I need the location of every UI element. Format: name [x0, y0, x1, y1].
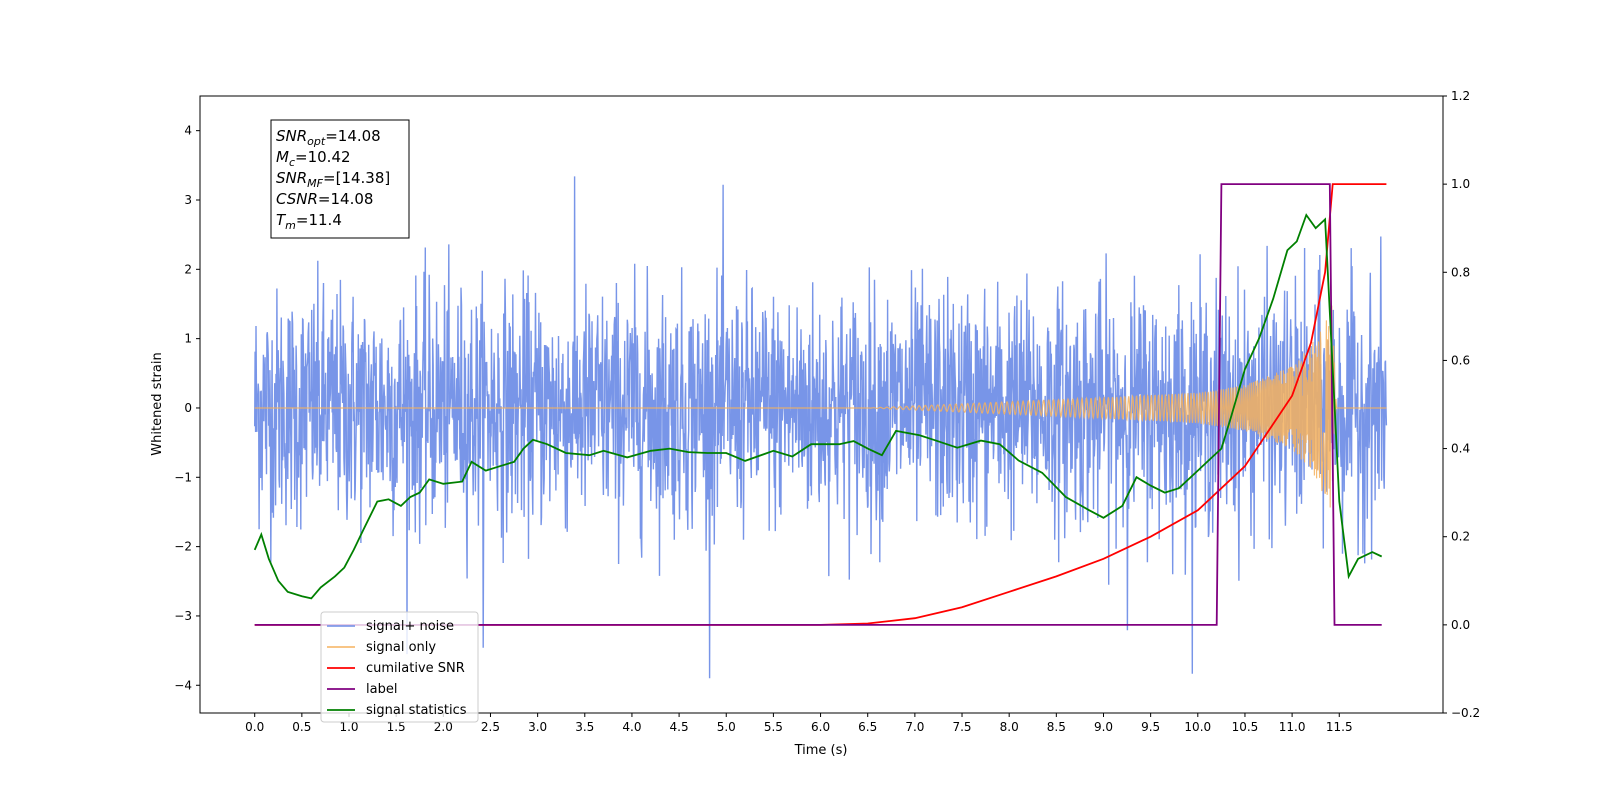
legend-entry-label: signal only: [366, 640, 436, 655]
x-tick-label: 1.0: [339, 720, 358, 734]
x-tick-label: 3.0: [528, 720, 547, 734]
legend-entry-label: cumilative SNR: [366, 661, 465, 676]
y-right-tick-label: 1.2: [1451, 89, 1470, 103]
y-right-tick-label: 0.6: [1451, 353, 1470, 367]
y-axis-right: −0.2 0.0 0.2 0.4 0.6 0.8 1.0 1.2: [1443, 89, 1480, 720]
y-left-tick-label: −4: [174, 678, 192, 692]
y-right-tick-label: 0.0: [1451, 618, 1470, 632]
x-tick-label: 2.0: [434, 720, 453, 734]
y-left-tick-label: −3: [174, 609, 192, 623]
y-right-tick-label: 0.2: [1451, 530, 1470, 544]
x-tick-label: 1.5: [387, 720, 406, 734]
x-tick-label: 8.5: [1047, 720, 1066, 734]
series-cumilative-snr: [254, 183, 1387, 626]
y-left-tick-label: 2: [184, 262, 192, 276]
y-left-tick-label: 1: [184, 332, 192, 346]
x-tick-label: 0.0: [245, 720, 264, 734]
x-axis: 0.0 0.5 1.0 1.5 2.0 2.5 3.0 3.5 4.0 4.5 5.0 5.5 6.0 6…: [245, 713, 1353, 734]
y-axis-left: −4 −3 −2 −1 0 1 2 3 4: [174, 124, 200, 692]
y-right-tick-label: −0.2: [1451, 706, 1480, 720]
x-axis-label: Time (s): [794, 743, 848, 758]
series-label: [254, 183, 1382, 626]
y-left-tick-label: 3: [184, 193, 192, 207]
x-tick-label: 8.0: [1000, 720, 1019, 734]
x-tick-label: 6.0: [811, 720, 830, 734]
y-left-tick-label: −1: [174, 470, 192, 484]
y-axis-label: Whitened strain: [150, 352, 165, 455]
y-right-tick-label: 0.4: [1451, 442, 1470, 456]
x-tick-label: 6.5: [858, 720, 877, 734]
x-tick-label: 9.0: [1094, 720, 1113, 734]
x-tick-label: 10.5: [1232, 720, 1259, 734]
y-left-tick-label: −2: [174, 540, 192, 554]
annotation-line: SNRMF=[14.38]: [276, 169, 390, 190]
legend-entry-label: signal+ noise: [366, 619, 454, 634]
series-signal-statistics: [253, 213, 1383, 600]
plot-frame: [199, 95, 1444, 714]
annotation-line: CSNR=14.08: [276, 190, 373, 208]
x-tick-label: 11.0: [1279, 720, 1306, 734]
legend-frame: [320, 611, 479, 723]
legend-entry-label: label: [366, 682, 397, 697]
x-tick-label: 11.5: [1326, 720, 1353, 734]
x-tick-label: 7.5: [952, 720, 971, 734]
x-tick-label: 7.0: [905, 720, 924, 734]
annotation-line: Tm=11.4: [276, 211, 342, 232]
x-tick-label: 10.0: [1184, 720, 1211, 734]
legend: signal+ noise signal only cumilative SNR la…: [320, 611, 479, 723]
y-left-tick-label: 0: [184, 401, 192, 415]
series-signal-only: [254, 304, 1387, 508]
annotation-line: Mc=10.42: [276, 148, 351, 169]
x-tick-label: 2.5: [481, 720, 500, 734]
annotation-line: SNRopt=14.08: [276, 127, 381, 148]
y-left-tick-label: 4: [184, 124, 192, 138]
x-tick-label: 4.5: [670, 720, 689, 734]
x-tick-label: 9.5: [1141, 720, 1160, 734]
x-tick-label: 4.0: [622, 720, 641, 734]
annotation-box: SNRopt=14.08Mc=10.42SNRMF=[14.38]CSNR=14…: [270, 119, 410, 239]
series-layer: [253, 176, 1388, 679]
x-tick-label: 5.0: [717, 720, 736, 734]
x-tick-label: 5.5: [764, 720, 783, 734]
series-signal-noise: [254, 176, 1388, 679]
y-right-tick-label: 1.0: [1451, 177, 1470, 191]
y-right-tick-label: 0.8: [1451, 265, 1470, 279]
x-tick-label: 3.5: [575, 720, 594, 734]
x-tick-label: 0.5: [292, 720, 311, 734]
legend-entry-label: signal statistics: [366, 703, 467, 718]
